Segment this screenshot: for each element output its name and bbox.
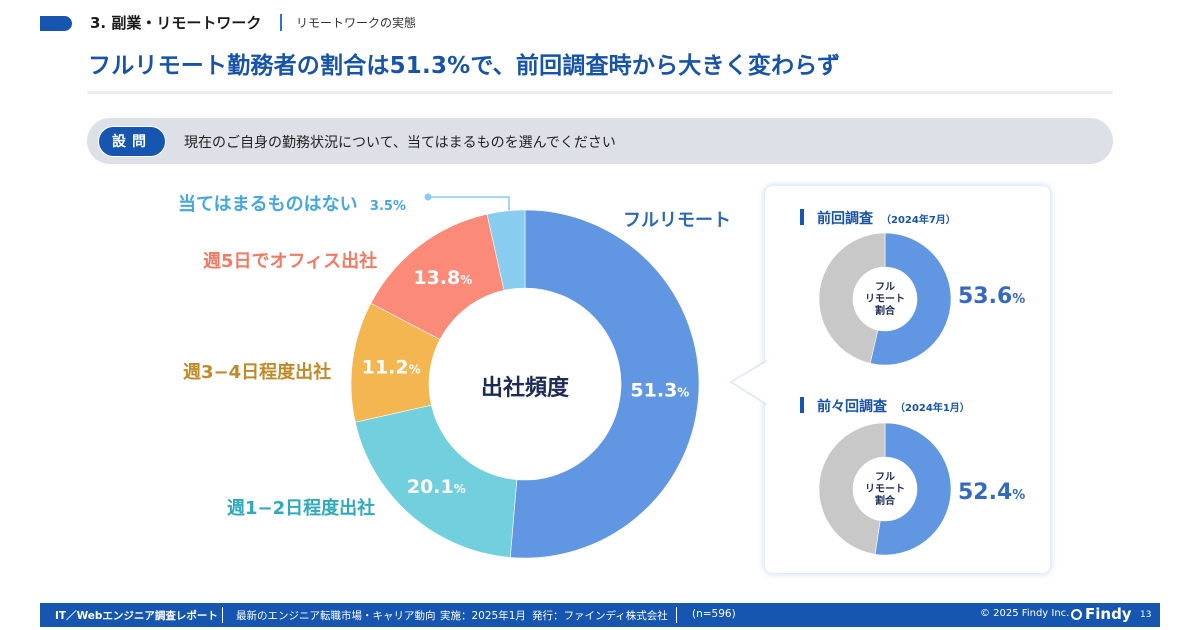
- label-1-2-days: 週1−2日程度出社: [227, 494, 375, 520]
- label-none: 当てはまるものはない 3.5%: [178, 190, 406, 216]
- findy-logo: Findy: [1071, 605, 1132, 623]
- donut-center-title: 出社頻度: [480, 376, 569, 401]
- prev-donut-center-label-0: フル: [875, 281, 895, 293]
- prev2-donut-slice-0: [874, 422, 952, 556]
- footer-sample: (n=596): [692, 608, 736, 620]
- leader-line-none: [428, 196, 510, 211]
- main-donut-value-label-2: 11.2%: [362, 356, 421, 378]
- label-1-2-days-text: 週1−2日程度出社: [227, 498, 376, 519]
- prev-donut-center-label-1: リモート: [865, 293, 905, 305]
- label-5-days: 週5日でオフィス出社: [203, 247, 377, 273]
- footer-bar: [40, 603, 1160, 627]
- main-donut-slice-0: [509, 209, 700, 559]
- prev-value-number: 53.6: [958, 284, 1013, 309]
- card-pointer-cover: [765, 362, 768, 403]
- section-subtitle: リモートワークの実態: [296, 16, 417, 30]
- prev-donut-center-label-2: 割合: [875, 304, 896, 317]
- findy-logo-text: Findy: [1085, 605, 1132, 623]
- main-donut-value-label-1: 20.1%: [407, 476, 466, 498]
- footer-separator-1: [222, 607, 223, 623]
- label-3-4-days: 週3−4日程度出社: [183, 358, 331, 384]
- prev2-donut-slice-1: [818, 422, 886, 555]
- footer-subtitle: 最新のエンジニア転職市場・キャリア動向: [236, 610, 436, 622]
- prev2-value-number: 52.4: [958, 480, 1013, 505]
- label-full-remote-text: フルリモート: [623, 210, 731, 231]
- question-badge: 設問: [98, 126, 166, 157]
- card-heading-prev2: 前々回調査 （2024年1月）: [817, 396, 970, 416]
- prev-donut-slice-1: [818, 232, 886, 364]
- prev2-donut-center-label-0: フル: [875, 471, 895, 483]
- prev-donut-slice-0: [869, 232, 952, 366]
- question-bar: [87, 118, 1113, 164]
- section-title: 3. 副業・リモートワーク: [90, 14, 262, 32]
- label-none-value-number: 3.5: [369, 199, 393, 214]
- header-divider: [87, 91, 1113, 94]
- footer-page-number: 13: [1140, 610, 1152, 620]
- card-pointer: [729, 359, 767, 406]
- card-heading-prev-date: （2024年7月）: [881, 215, 956, 226]
- footer-copyright: © 2025 Findy Inc.: [980, 608, 1070, 619]
- main-donut-value-label-3: 13.8%: [413, 267, 472, 289]
- prev2-donut-center-label-2: 割合: [875, 494, 896, 507]
- leader-dot-none: [424, 193, 432, 201]
- prev2-donut-center-label-1: リモート: [865, 483, 905, 495]
- section-separator: [280, 14, 282, 31]
- footer-report-name: IT／Webエンジニア調査レポート: [55, 610, 218, 622]
- prev-value-unit: %: [1012, 292, 1026, 307]
- card-heading-prev-title: 前回調査: [817, 211, 873, 227]
- card-heading-marker-prev: [800, 209, 804, 225]
- label-none-value: 3.5%: [370, 199, 406, 214]
- footer-conducted: 実施：2025年1月: [440, 610, 526, 622]
- prev-value: 53.6%: [958, 284, 1025, 309]
- findy-logo-icon: [1071, 609, 1082, 620]
- prev-donut-center: [854, 268, 916, 330]
- label-5-days-text: 週5日でオフィス出社: [203, 251, 378, 272]
- main-donut-value-label-0: 51.3%: [630, 380, 689, 402]
- prev2-value-unit: %: [1012, 488, 1026, 503]
- card-heading-marker-prev2: [800, 397, 804, 413]
- main-donut-chart: 51.3% 20.1% 11.2% 13.8%: [350, 209, 700, 559]
- label-3-4-days-text: 週3−4日程度出社: [183, 362, 332, 383]
- section-tab-marker: [40, 16, 72, 31]
- card-heading-prev: 前回調査 （2024年7月）: [817, 208, 956, 228]
- question-text: 現在のご自身の勤務状況について、当てはまるものを選んでください: [184, 135, 616, 151]
- card-heading-prev2-title: 前々回調査: [817, 399, 887, 415]
- label-none-text: 当てはまるものはない: [178, 194, 358, 215]
- prev2-donut-center: [854, 458, 916, 520]
- footer-publisher: 発行：ファインディ株式会社: [532, 610, 668, 622]
- main-donut-slice-1: [354, 404, 518, 558]
- card-heading-prev2-date: （2024年1月）: [895, 403, 970, 414]
- label-full-remote: フルリモート: [623, 206, 731, 232]
- prev2-value: 52.4%: [958, 480, 1025, 505]
- page-headline: フルリモート勤務者の割合は51.3%で、前回調査時から大きく変わらず: [88, 53, 841, 79]
- main-donut-slice-4: [486, 209, 526, 291]
- label-none-value-unit: %: [392, 199, 406, 214]
- footer-separator-2: [676, 607, 677, 623]
